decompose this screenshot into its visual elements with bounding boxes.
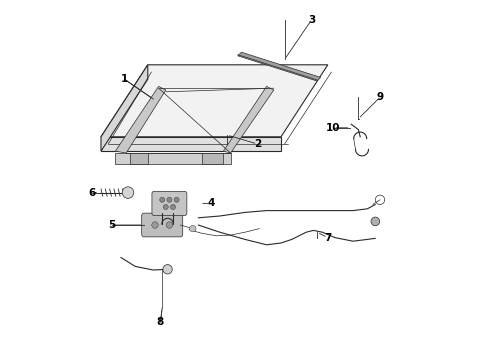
Circle shape [160,197,165,202]
Circle shape [163,265,172,274]
Polygon shape [101,65,328,137]
Circle shape [174,197,179,202]
Polygon shape [238,52,320,81]
Polygon shape [116,153,231,164]
Polygon shape [223,86,274,153]
Text: 7: 7 [324,233,332,243]
Circle shape [190,225,196,232]
Text: 3: 3 [308,15,315,25]
Text: 4: 4 [207,198,215,208]
FancyBboxPatch shape [142,213,183,237]
Text: 10: 10 [326,123,341,133]
Text: 1: 1 [121,74,128,84]
FancyBboxPatch shape [152,192,187,215]
Text: 6: 6 [88,188,96,198]
Circle shape [167,197,172,202]
Polygon shape [202,153,223,164]
Circle shape [152,222,158,228]
Circle shape [163,204,169,210]
Circle shape [371,217,380,226]
Polygon shape [101,137,281,151]
Circle shape [171,204,175,210]
Polygon shape [130,153,148,164]
Text: 9: 9 [376,92,384,102]
Text: 8: 8 [157,317,164,327]
Circle shape [122,187,134,198]
Polygon shape [116,86,166,153]
Text: 5: 5 [108,220,116,230]
Polygon shape [101,65,148,151]
Circle shape [166,222,172,228]
Text: 2: 2 [254,139,261,149]
